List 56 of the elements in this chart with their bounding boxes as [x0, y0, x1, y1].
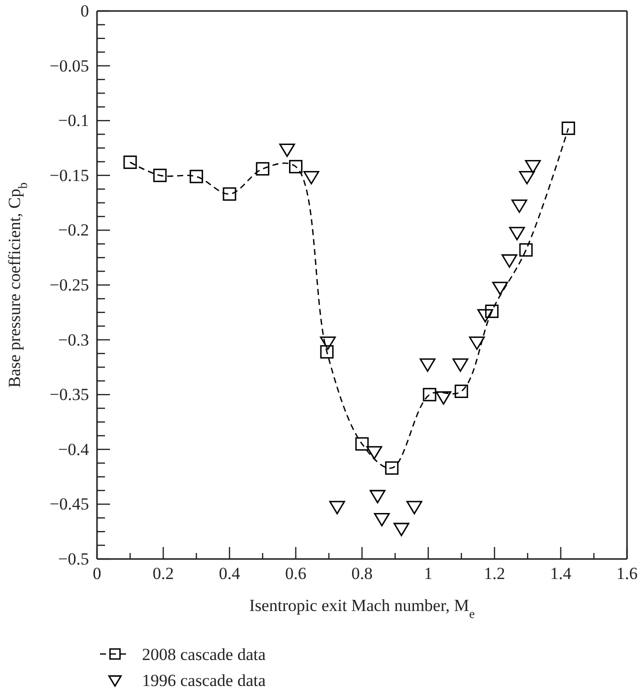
point: [374, 512, 390, 526]
y-tick-label: −0.5: [58, 549, 89, 568]
y-tick-label: 0: [80, 1, 89, 20]
x-tick-label: 1.2: [484, 564, 506, 584]
y-tick-label: −0.45: [50, 494, 89, 514]
x-axis-title: Isentropic exit Mach number, M$_{e}$: [249, 596, 476, 621]
point: [366, 446, 382, 460]
point: [519, 243, 533, 257]
point: [502, 254, 518, 268]
point: [153, 168, 167, 182]
point: [385, 461, 399, 475]
y-tick-label: −0.3: [58, 330, 89, 350]
y-tick-label: −0.05: [50, 56, 89, 76]
point: [320, 336, 336, 350]
legend-label: 1996 cascade data: [142, 671, 266, 690]
point: [562, 122, 576, 135]
y-tick-label: −0.25: [50, 275, 89, 294]
y-tick-label: −0.35: [50, 385, 89, 404]
x-tick-label: 0.6: [285, 564, 306, 584]
point: [289, 160, 302, 174]
point: [320, 345, 334, 359]
point: [452, 358, 468, 372]
point: [370, 490, 386, 504]
point: [279, 144, 296, 157]
point: [509, 226, 525, 240]
x-tick-label: 1.4: [550, 564, 572, 584]
point: [256, 162, 270, 176]
y-tick-label: −0.2: [58, 220, 89, 240]
x-tick-label: 0.8: [351, 564, 373, 584]
point: [190, 170, 204, 184]
x-tick-label: 0: [92, 564, 102, 584]
point: [492, 282, 508, 296]
point: [436, 391, 452, 405]
y-tick-label: −0.15: [50, 166, 89, 185]
point: [469, 336, 485, 350]
point: [355, 437, 369, 451]
legend-label: 2008 cascade data: [142, 645, 266, 664]
x-tick-label: 1: [424, 564, 432, 584]
x-tick-label: 0.4: [218, 564, 241, 584]
point: [454, 384, 468, 398]
y-tick-label: −0.4: [58, 440, 90, 459]
point: [222, 187, 236, 201]
point: [511, 199, 528, 213]
point: [519, 170, 535, 184]
x-tick-label: 0.2: [152, 564, 174, 584]
point: [420, 358, 436, 372]
x-tick-label: 1.6: [616, 564, 638, 584]
point: [406, 500, 422, 514]
point: [123, 156, 137, 169]
point: [303, 170, 320, 184]
point: [422, 388, 436, 402]
point: [329, 500, 346, 514]
y-tick-label: −0.1: [58, 111, 89, 130]
point: [394, 522, 410, 536]
point: [525, 160, 541, 174]
point: [477, 309, 494, 322]
